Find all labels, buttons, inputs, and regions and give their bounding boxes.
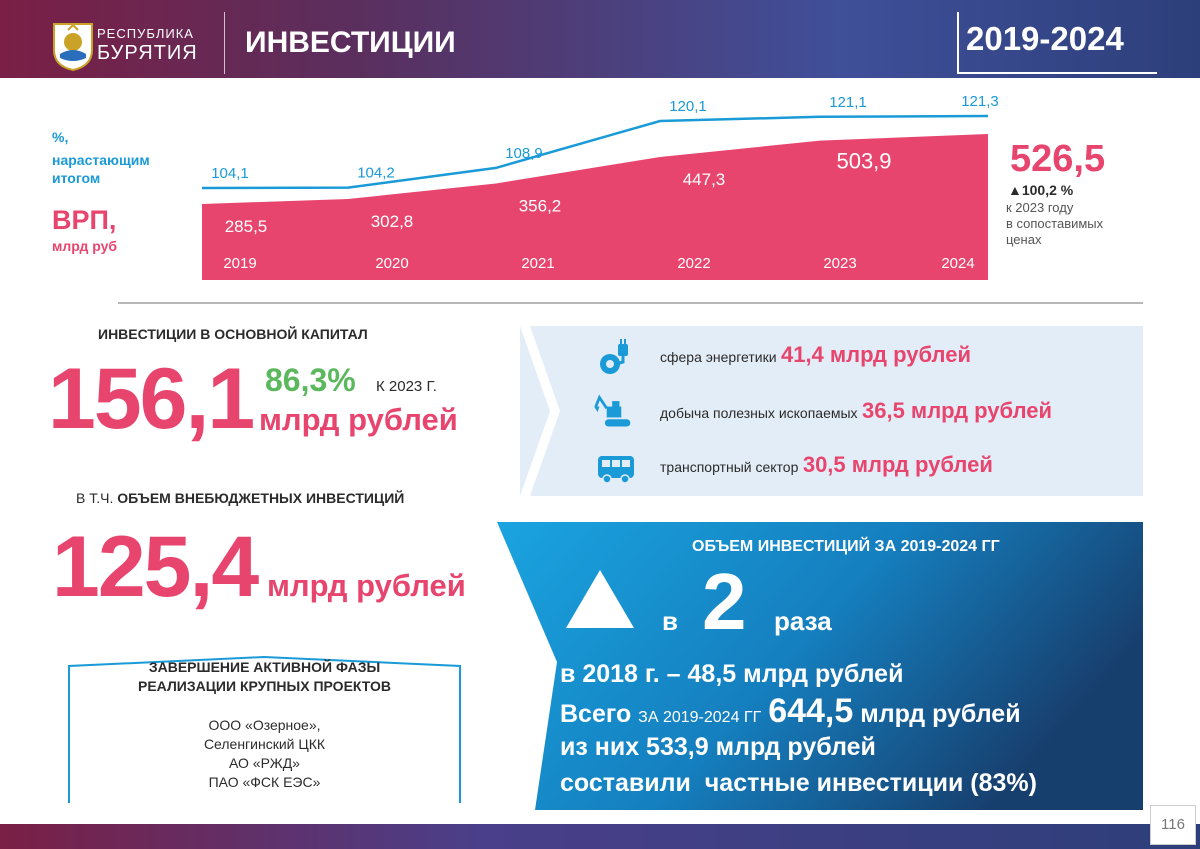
year-tick-label: 2021: [521, 255, 554, 272]
percent-data-label: 104,2: [357, 165, 395, 182]
grp-data-label: 285,5: [225, 217, 268, 236]
page-title: ИНВЕСТИЦИИ: [245, 26, 456, 59]
grp-data-label: 503,9: [836, 149, 891, 174]
list-item: АО «РЖД»: [229, 755, 300, 771]
year-tick-label: 2024: [941, 255, 974, 272]
volume-total-period: ЗА 2019-2024 ГГ: [638, 709, 762, 726]
volume-line: из них 533,9 млрд рублей: [560, 733, 876, 761]
grp-axis-label: ВРП,: [52, 205, 117, 235]
volume-total-label: Всего: [560, 700, 632, 728]
grp-area-chart: 104,1 104,2 108,9 120,1 121,1 121,3 285,5 302,8…: [201, 93, 999, 280]
projects-frame: [68, 656, 461, 803]
percent-axis-label: итогом: [52, 170, 101, 186]
chevron-right-icon: [520, 326, 560, 496]
excavator-icon: [594, 394, 631, 427]
year-tick-label: 2023: [823, 255, 856, 272]
sector-name: добыча полезных ископаемых: [660, 405, 858, 421]
projects-title-line: ЗАВЕРШЕНИЕ АКТИВНОЙ ФАЗЫ: [148, 659, 381, 675]
grp-note-line: в сопоставимых: [1006, 216, 1104, 231]
investments-value: 156,1: [48, 351, 255, 447]
grp-growth-note: к 2023 году в сопоставимых ценах: [1006, 200, 1126, 248]
extrabudget-value: 125,4: [52, 519, 259, 615]
sector-value: 41,4 млрд рублей: [780, 342, 971, 367]
volume-total-value: 644,5: [768, 692, 854, 730]
volume-heading: ОБЪЕМ ИНВЕСТИЦИЙ ЗА 2019-2024 ГГ: [692, 538, 1000, 555]
percent-data-label: 121,1: [829, 94, 867, 111]
investments-unit: млрд рублей: [259, 402, 458, 437]
year-tick-label: 2019: [223, 255, 256, 272]
list-item: ПАО «ФСК ЕЭС»: [208, 774, 321, 790]
list-item: Селенгинский ЦКК: [203, 736, 326, 752]
footer-bar: [0, 824, 1200, 849]
sector-item: транспортный сектор 30,5 млрд рублей: [660, 452, 993, 478]
page-number: 116: [1150, 805, 1196, 845]
grp-data-label: 356,2: [519, 196, 562, 215]
percent-data-label: 104,1: [211, 165, 249, 182]
triangle-up-icon: [566, 570, 634, 628]
sector-value: 36,5 млрд рублей: [862, 398, 1053, 423]
sector-item: сфера энергетики 41,4 млрд рублей: [660, 342, 971, 368]
year-tick-label: 2020: [375, 255, 408, 272]
period-label: 2019-2024: [966, 20, 1124, 57]
power-plug-gear-icon: [600, 339, 628, 374]
extrabudget-heading-text: ОБЪЕМ ВНЕБЮДЖЕТНЫХ ИНВЕСТИЦИЙ: [117, 490, 405, 506]
page-header: [0, 0, 1200, 78]
percent-data-label: 120,1: [669, 98, 707, 115]
volume-panel: [497, 522, 1143, 810]
extrabudget-heading: В Т.Ч. ОБЪЕМ ВНЕБЮДЖЕТНЫХ ИНВЕСТИЦИЙ: [76, 490, 404, 506]
projects-title: ЗАВЕРШЕНИЕ АКТИВНОЙ ФАЗЫ РЕАЛИЗАЦИИ КРУП…: [78, 658, 451, 696]
grp-note-line: ценах: [1006, 232, 1042, 247]
grp-unit-label: млрд руб: [52, 238, 118, 254]
grp-2024-value: 526,5: [1010, 138, 1106, 180]
grp-growth-value: ▲100,2 %: [1008, 182, 1074, 198]
volume-growth-suffix: раза: [774, 606, 832, 636]
percent-axis-label: %,: [52, 129, 69, 145]
projects-list: ООО «Озерное», Селенгинский ЦКК АО «РЖД»…: [78, 716, 451, 792]
percent-data-label: 121,3: [961, 93, 999, 110]
region-name-line1: РЕСПУБЛИКА: [97, 26, 194, 41]
grp-data-label: 447,3: [683, 170, 726, 189]
period-frame: [957, 12, 1157, 74]
volume-line: составили частные инвестиции (83%): [560, 769, 1037, 797]
investments-heading: ИНВЕСТИЦИИ В ОСНОВНОЙ КАПИТАЛ: [98, 326, 368, 342]
investments-percent: 86,3%: [265, 362, 356, 398]
bus-icon: [598, 456, 634, 484]
grp-note-line: к 2023 году: [1006, 200, 1074, 215]
grp-data-label: 302,8: [371, 212, 414, 231]
projects-title-line: РЕАЛИЗАЦИИ КРУПНЫХ ПРОЕКТОВ: [137, 678, 392, 694]
volume-total-unit: млрд рублей: [860, 700, 1021, 728]
year-tick-label: 2022: [677, 255, 710, 272]
volume-growth-prefix: в: [662, 606, 678, 636]
percent-line: [201, 114, 989, 190]
investments-percent-note: К 2023 Г.: [376, 378, 437, 395]
sector-value: 30,5 млрд рублей: [802, 452, 993, 477]
extrabudget-heading-prefix: В Т.Ч.: [76, 490, 114, 506]
grp-area: [202, 134, 988, 280]
sector-item: добыча полезных ископаемых 36,5 млрд руб…: [660, 398, 1052, 424]
volume-line: в 2018 г. – 48,5 млрд рублей: [560, 660, 904, 688]
sector-name: транспортный сектор: [660, 459, 799, 475]
sector-name: сфера энергетики: [660, 349, 777, 365]
percent-axis-label: нарастающим: [52, 152, 150, 168]
header-divider: [224, 12, 225, 74]
region-name-line2: БУРЯТИЯ: [97, 42, 198, 64]
volume-growth-value: 2: [702, 557, 747, 646]
coat-of-arms-icon: [53, 23, 93, 72]
list-item: ООО «Озерное»,: [208, 717, 321, 733]
extrabudget-unit: млрд рублей: [267, 568, 466, 603]
percent-data-label: 108,9: [505, 145, 543, 162]
volume-total-line: Всего ЗА 2019-2024 ГГ 644,5 млрд рублей: [560, 692, 1021, 731]
section-divider: [118, 302, 1143, 304]
